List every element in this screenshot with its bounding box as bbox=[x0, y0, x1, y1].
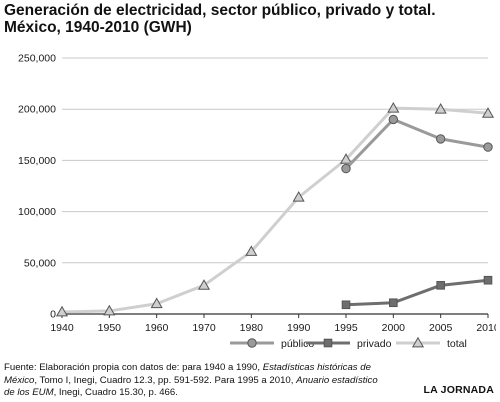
x-tick-label: 2010 bbox=[476, 322, 496, 334]
data-point bbox=[388, 114, 399, 125]
x-tick-label: 1995 bbox=[334, 322, 358, 334]
x-tick-label: 1950 bbox=[98, 322, 122, 334]
data-point bbox=[387, 101, 400, 113]
data-point bbox=[434, 102, 447, 114]
source-note: Fuente: Elaboración propia con datos de:… bbox=[4, 362, 384, 400]
source-title-2: Anuario estadístico de los EUM bbox=[4, 374, 378, 399]
y-tick-label: 0 bbox=[50, 309, 56, 321]
series-publico bbox=[341, 114, 493, 174]
source-title-1: Estadísticas históricas de México bbox=[4, 362, 371, 386]
legend-item: privado bbox=[306, 338, 392, 350]
x-tick-label: 2005 bbox=[429, 322, 453, 334]
chart-area: 0 50,000 100,000 150,000 200,000 250,000 1940 1… bbox=[4, 42, 496, 360]
x-tick-label: 1980 bbox=[240, 322, 264, 334]
series-line bbox=[345, 278, 489, 307]
data-point bbox=[389, 298, 398, 308]
legend-marker bbox=[411, 336, 425, 348]
y-tick-label: 250,000 bbox=[18, 53, 56, 65]
legend-marker bbox=[323, 338, 333, 348]
data-point bbox=[55, 305, 69, 317]
x-tick-label: 1970 bbox=[192, 322, 216, 334]
data-point bbox=[481, 107, 495, 118]
data-point bbox=[483, 142, 493, 152]
data-point bbox=[245, 245, 258, 256]
legend-label: total bbox=[447, 338, 467, 350]
data-point bbox=[292, 191, 305, 202]
source-text-3: , Inegi, Cuadro 15.30, p. 466. bbox=[53, 387, 178, 398]
data-point bbox=[103, 304, 116, 316]
data-point bbox=[197, 279, 211, 290]
series-total bbox=[55, 101, 495, 317]
series-line bbox=[61, 106, 489, 314]
legend-item: público bbox=[230, 338, 314, 350]
data-point bbox=[436, 281, 445, 290]
y-tick-label: 100,000 bbox=[18, 206, 56, 218]
series-privado bbox=[341, 275, 493, 310]
series-line bbox=[344, 117, 489, 170]
data-point bbox=[341, 300, 351, 310]
x-tick-label: 2000 bbox=[382, 322, 406, 334]
legend-label: público bbox=[281, 338, 314, 350]
chart-title-line-1: Generación de electricidad, sector públi… bbox=[4, 2, 436, 19]
y-tick-label: 150,000 bbox=[18, 155, 56, 167]
line-chart: 0 50,000 100,000 150,000 200,000 250,000 1940 1… bbox=[18, 53, 496, 351]
data-point bbox=[150, 297, 163, 309]
source-text-2: , Tomo I, Inegi, Cuadro 12.3, pp. 591-59… bbox=[34, 374, 297, 386]
legend-label: privado bbox=[357, 338, 392, 350]
data-point bbox=[341, 163, 351, 174]
legend-item: total bbox=[396, 336, 467, 350]
chart-title: Generación de electricidad, sector públi… bbox=[4, 2, 498, 36]
x-tick-label: 1940 bbox=[50, 322, 74, 334]
source-text-1: Fuente: Elaboración propia con datos de:… bbox=[4, 362, 263, 373]
publisher-brand: LA JORNADA bbox=[423, 384, 494, 396]
data-point bbox=[435, 134, 446, 144]
x-tick-label: 1990 bbox=[287, 322, 311, 334]
x-tick-label: 1960 bbox=[145, 322, 169, 334]
data-point bbox=[483, 275, 493, 285]
legend-marker bbox=[247, 338, 257, 348]
chart-title-line-2: México, 1940-2010 (GWH) bbox=[4, 19, 192, 36]
y-tick-label: 200,000 bbox=[18, 104, 56, 116]
y-tick-label: 50,000 bbox=[24, 257, 56, 269]
data-point bbox=[339, 153, 353, 164]
